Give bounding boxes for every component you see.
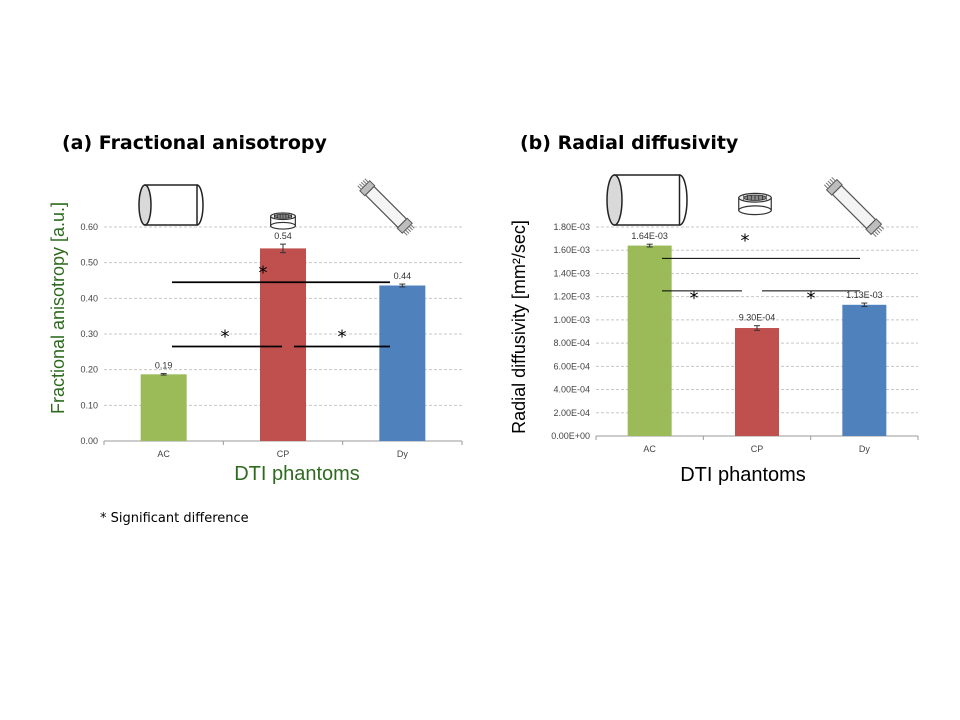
- data-label-CP: 0.54: [274, 231, 292, 241]
- fiber-bundle-icon: [823, 176, 885, 238]
- bar-Dy: [379, 285, 426, 441]
- y-tick-label: 0.20: [80, 365, 98, 375]
- data-label-Dy: 0.44: [394, 271, 412, 281]
- y-axis-title: Fractional anisotropy [a.u.]: [48, 202, 68, 414]
- y-tick-label: 0.10: [80, 400, 98, 410]
- cylinder-icon: [138, 184, 204, 226]
- coil-icon: [270, 212, 296, 230]
- significance-star: *: [338, 326, 347, 347]
- data-label-CP: 9.30E-04: [739, 313, 776, 323]
- significance-star: *: [741, 230, 750, 251]
- x-tick-label-AC: AC: [643, 444, 656, 454]
- data-label-Dy: 1.13E-03: [846, 290, 883, 300]
- coil-icon: [738, 192, 772, 216]
- fiber-bundle-icon: [357, 178, 415, 236]
- y-tick-label: 1.60E-03: [553, 245, 590, 255]
- y-tick-label: 0.50: [80, 258, 98, 268]
- chart-a: 0.00 0.10 0.20 0.30 0.40 0.50 0.60 0.19 AC 0.54 CP…: [48, 178, 463, 485]
- x-tick-label-CP: CP: [751, 444, 764, 454]
- significance-star: *: [807, 288, 816, 309]
- y-tick-label: 0.00: [80, 436, 98, 446]
- bar-Dy: [842, 304, 887, 436]
- chart-a-title: (a) Fractional anisotropy: [62, 132, 327, 154]
- data-label-AC: 0.19: [155, 361, 173, 371]
- bar-CP: [735, 328, 779, 436]
- footnote: * Significant difference: [100, 511, 249, 526]
- y-tick-label: 1.80E-03: [553, 222, 590, 232]
- y-tick-label: 1.20E-03: [553, 292, 590, 302]
- y-tick-label: 0.30: [80, 329, 98, 339]
- y-tick-label: 1.00E-03: [553, 315, 590, 325]
- significance-star: *: [690, 288, 699, 309]
- significance-star: *: [221, 326, 230, 347]
- y-tick-label: 2.00E-04: [553, 408, 590, 418]
- chart-b: 0.00E+00 2.00E-04 4.00E-04 6.00E-04 8.00E-04…: [509, 174, 919, 486]
- cylinder-icon: [606, 174, 688, 226]
- bar-AC: [627, 245, 672, 436]
- y-tick-label: 6.00E-04: [553, 361, 590, 371]
- chart-b-title: (b) Radial diffusivity: [520, 132, 739, 154]
- significance-star: *: [259, 262, 268, 283]
- y-tick-label: 0.40: [80, 293, 98, 303]
- y-tick-label: 4.00E-04: [553, 385, 590, 395]
- y-tick-label: 8.00E-04: [553, 338, 590, 348]
- y-tick-label: 0.60: [80, 222, 98, 232]
- bar-CP: [260, 248, 306, 441]
- x-tick-label-CP: CP: [277, 449, 290, 459]
- x-tick-label-AC: AC: [157, 449, 170, 459]
- y-tick-label: 0.00E+00: [551, 431, 590, 441]
- data-label-AC: 1.64E-03: [631, 231, 668, 241]
- x-tick-label-Dy: Dy: [397, 449, 408, 459]
- x-tick-label-Dy: Dy: [859, 444, 870, 454]
- y-axis-title: Radial diffusivity [mm²/sec]: [509, 220, 529, 434]
- x-axis-title: DTI phantoms: [234, 463, 360, 485]
- bar-AC: [140, 374, 187, 441]
- x-axis-title: DTI phantoms: [680, 464, 806, 486]
- y-tick-label: 1.40E-03: [553, 268, 590, 278]
